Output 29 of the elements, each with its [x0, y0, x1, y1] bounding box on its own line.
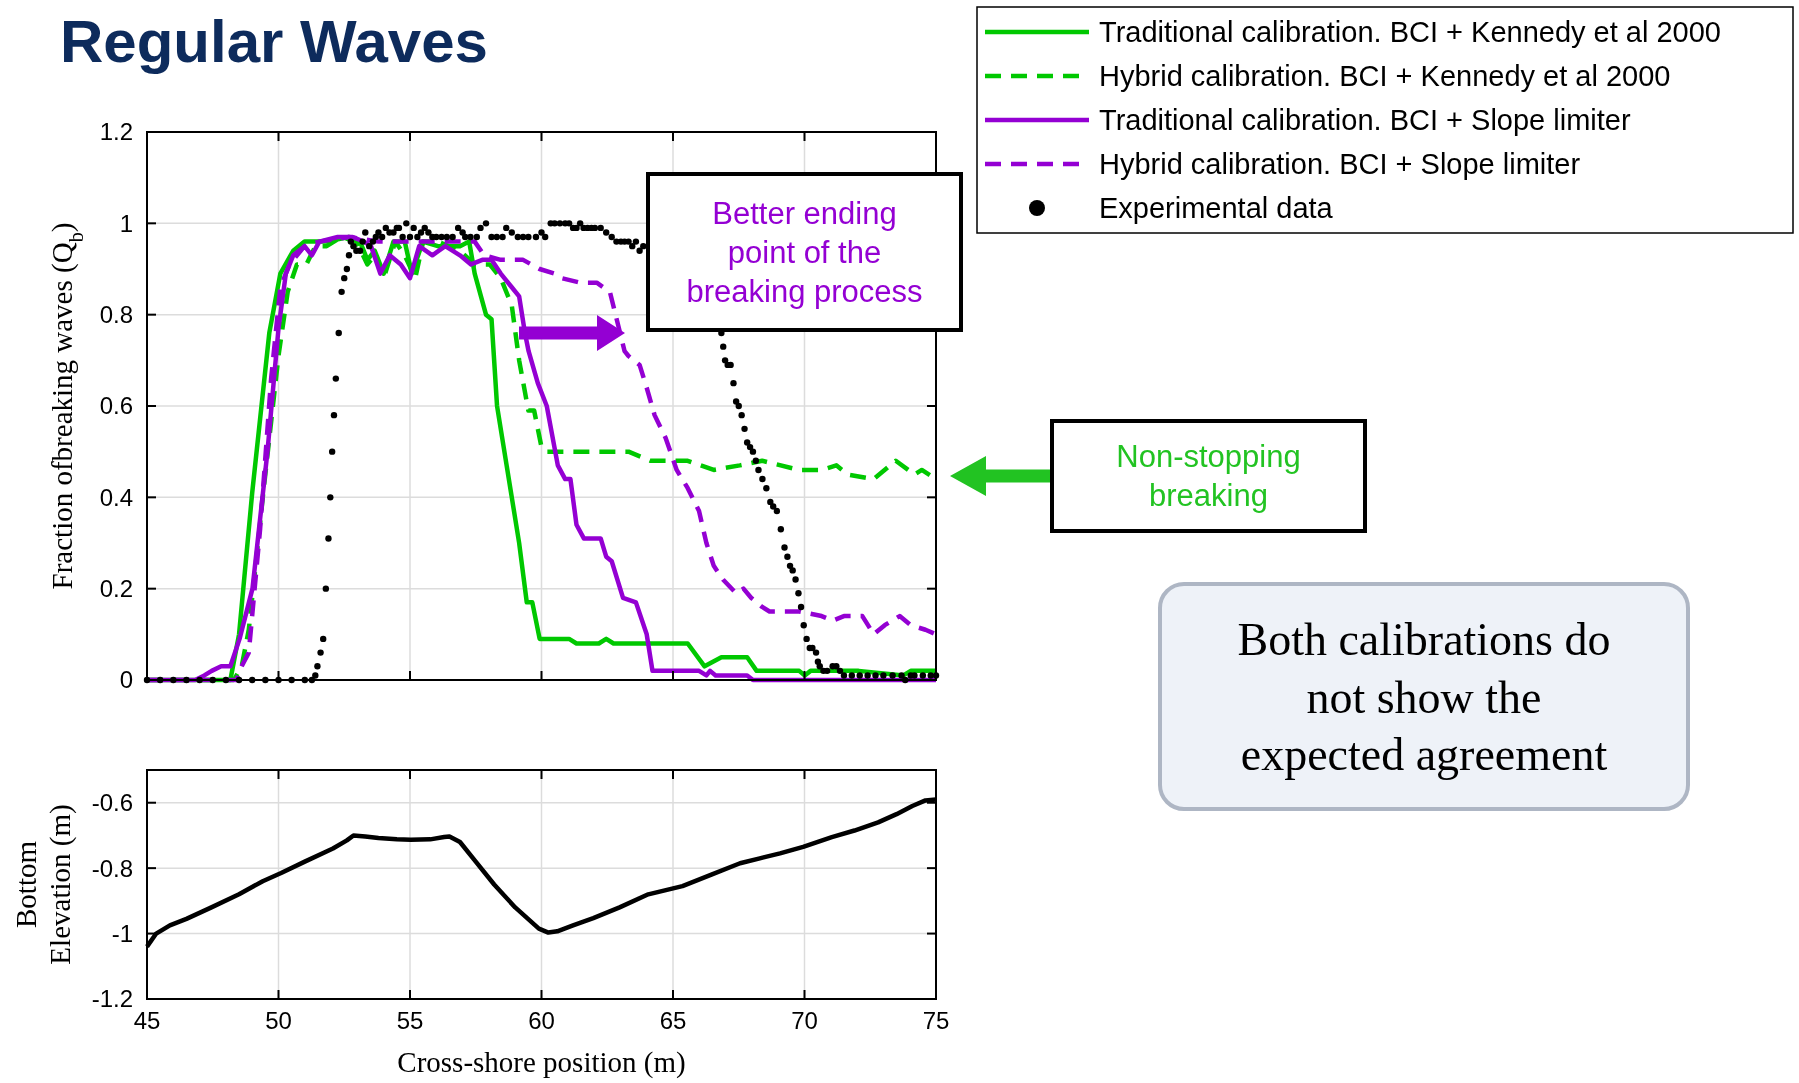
x-tick-label: 60 — [528, 1007, 555, 1034]
x-tick-label: 75 — [922, 1007, 950, 1034]
x-axis-title: Cross-shore position (m) — [397, 1046, 686, 1079]
y-tick-label: 0.4 — [99, 483, 133, 511]
x-tick-label: 65 — [659, 1007, 687, 1034]
y-tick-label: 0.6 — [99, 392, 133, 420]
y-tick-label: 0.2 — [99, 575, 133, 603]
y-tick-label: 1.2 — [99, 118, 133, 146]
text: Both calibrations do not show the expected agreement — [1237, 614, 1611, 781]
chart-title: Regular Waves — [60, 8, 488, 75]
legend-label: Hybrid calibration. BCI + Kennedy et al 2000 — [1099, 60, 1671, 93]
y-tick-label: -0.6 — [91, 789, 133, 817]
x-tick-label: 50 — [265, 1007, 292, 1034]
y-tick-label: -0.8 — [91, 854, 133, 882]
y-tick-label: 1 — [119, 209, 133, 237]
legend-label: Traditional calibration. BCI + Slope limiter — [1099, 104, 1631, 137]
annotation: Better ending point of the breaking process — [686, 196, 923, 309]
legend-label: Traditional calibration. BCI + Kennedy et al 2000 — [1099, 16, 1721, 49]
x-tick-label: 70 — [791, 1007, 818, 1034]
legend-label: Experimental data — [1099, 192, 1334, 225]
y-tick-label: -1 — [111, 919, 133, 947]
legend-label: Hybrid calibration. BCI + Slope limiter — [1099, 148, 1581, 181]
x-tick-label: 45 — [133, 1007, 161, 1034]
y-tick-label: -1.2 — [91, 985, 133, 1013]
y-tick-label: 0 — [119, 666, 133, 694]
y-axis-title: Bottom Elevation (m) — [10, 804, 77, 965]
y-tick-label: 0.8 — [99, 301, 133, 329]
text: Non-stopping breaking — [1116, 439, 1301, 514]
x-tick-label: 55 — [396, 1007, 424, 1034]
